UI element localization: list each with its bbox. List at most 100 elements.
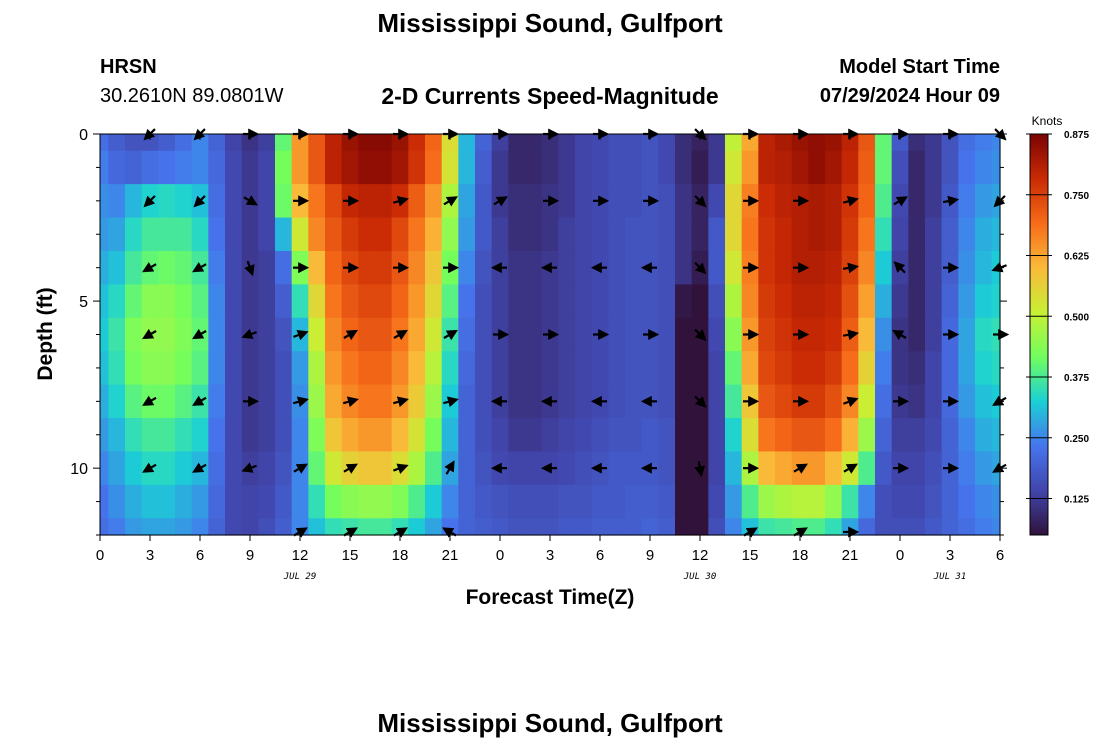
current-vector-arrow [142,462,157,473]
heatmap-cell [141,150,159,185]
heatmap-cell [108,351,126,386]
heatmap-cell [308,518,326,536]
heatmap-cell [125,518,143,536]
heatmap-cell [608,150,626,185]
heatmap-cell [908,418,926,453]
heatmap-cell [225,317,243,352]
current-vector-arrow [192,395,207,406]
heatmap-cell [375,518,393,536]
heatmap-cell [658,184,676,219]
heatmap-cell [408,284,426,319]
heatmap-cell [891,150,909,185]
heatmap-cell [641,484,659,519]
heatmap-cell [441,418,459,453]
heatmap-cell [858,250,876,285]
heatmap-cell [100,150,109,185]
heatmap-cell [991,150,1001,185]
heatmap-cell [525,317,543,352]
heatmap-cell [975,518,993,536]
x-tick-label: 6 [996,547,1004,564]
heatmap-cell [125,184,143,219]
heatmap-cell [541,518,559,536]
heatmap-cell [775,384,793,419]
heatmap-cell [675,418,693,453]
heatmap-cell [541,284,559,319]
heatmap-cell [758,134,776,152]
heatmap-cell [108,284,126,319]
heatmap-cell [675,284,693,319]
heatmap-cell [158,484,176,519]
heatmap-cell [125,250,143,285]
heatmap-cell [991,351,1001,386]
heatmap-cell [475,384,493,419]
heatmap-cell [408,518,426,536]
heatmap-cell [825,217,843,252]
heatmap-cell [725,217,743,252]
current-vector-arrow [142,262,157,273]
heatmap-cell [308,150,326,185]
heatmap-cell [808,451,826,486]
heatmap-cell [325,217,343,252]
page-title: Mississippi Sound, Gulfport [377,8,723,38]
heatmap-cell [258,250,276,285]
heatmap-cell [858,317,876,352]
current-vector-arrow [192,462,207,473]
heatmap-cell [258,451,276,486]
heatmap-cell [308,351,326,386]
y-tick-label: 5 [79,294,88,311]
heatmap-cell [708,217,726,252]
heatmap-cell [808,184,826,219]
heatmap-cell [258,418,276,453]
heatmap-cell [725,150,743,185]
heatmap-cell [475,217,493,252]
heatmap-cell [191,484,209,519]
x-tick-label: 6 [196,547,204,564]
heatmap-cell [408,250,426,285]
heatmap-cell [158,451,176,486]
heatmap-cell [425,317,443,352]
heatmap-cell [891,518,909,536]
heatmap-cell [825,250,843,285]
heatmap-cell [658,418,676,453]
heatmap-cell [175,317,193,352]
current-vector-arrow [442,527,457,538]
heatmap-cell [575,351,593,386]
heatmap-cell [941,284,959,319]
heatmap-cell [675,217,693,252]
heatmap-cell [875,217,893,252]
heatmap-cell [925,484,943,519]
heatmap-cell [491,150,509,185]
heatmap-cell [458,150,476,185]
heatmap-cell [100,284,109,319]
heatmap-cell [225,484,243,519]
heatmap-cell [991,418,1001,453]
heatmap-cell [558,134,576,152]
heatmap-cell [775,317,793,352]
heatmap-cell [325,184,343,219]
heatmap-cell [491,217,509,252]
heatmap-cell [825,484,843,519]
heatmap-cell [158,150,176,185]
heatmap-cell [341,150,359,185]
heatmap-cell [858,284,876,319]
x-tick-label: 0 [896,547,904,564]
heatmap-cell [225,134,243,152]
heatmap-cell [575,418,593,453]
heatmap-cell [525,150,543,185]
heatmap-cell [591,484,609,519]
heatmap-cell [208,451,226,486]
heatmap-cell [100,317,109,352]
heatmap-cell [775,418,793,453]
heatmap-cell [708,384,726,419]
heatmap-cell [358,134,376,152]
heatmap-cell [558,250,576,285]
heatmap-cell [625,384,643,419]
heatmap-cell [175,184,193,219]
heatmap-cell [608,250,626,285]
heatmap-cell [441,217,459,252]
heatmap-cell [675,150,693,185]
heatmap-cell [141,351,159,386]
heatmap-cell [925,418,943,453]
heatmap-cell [675,351,693,386]
heatmap-cell [625,150,643,185]
